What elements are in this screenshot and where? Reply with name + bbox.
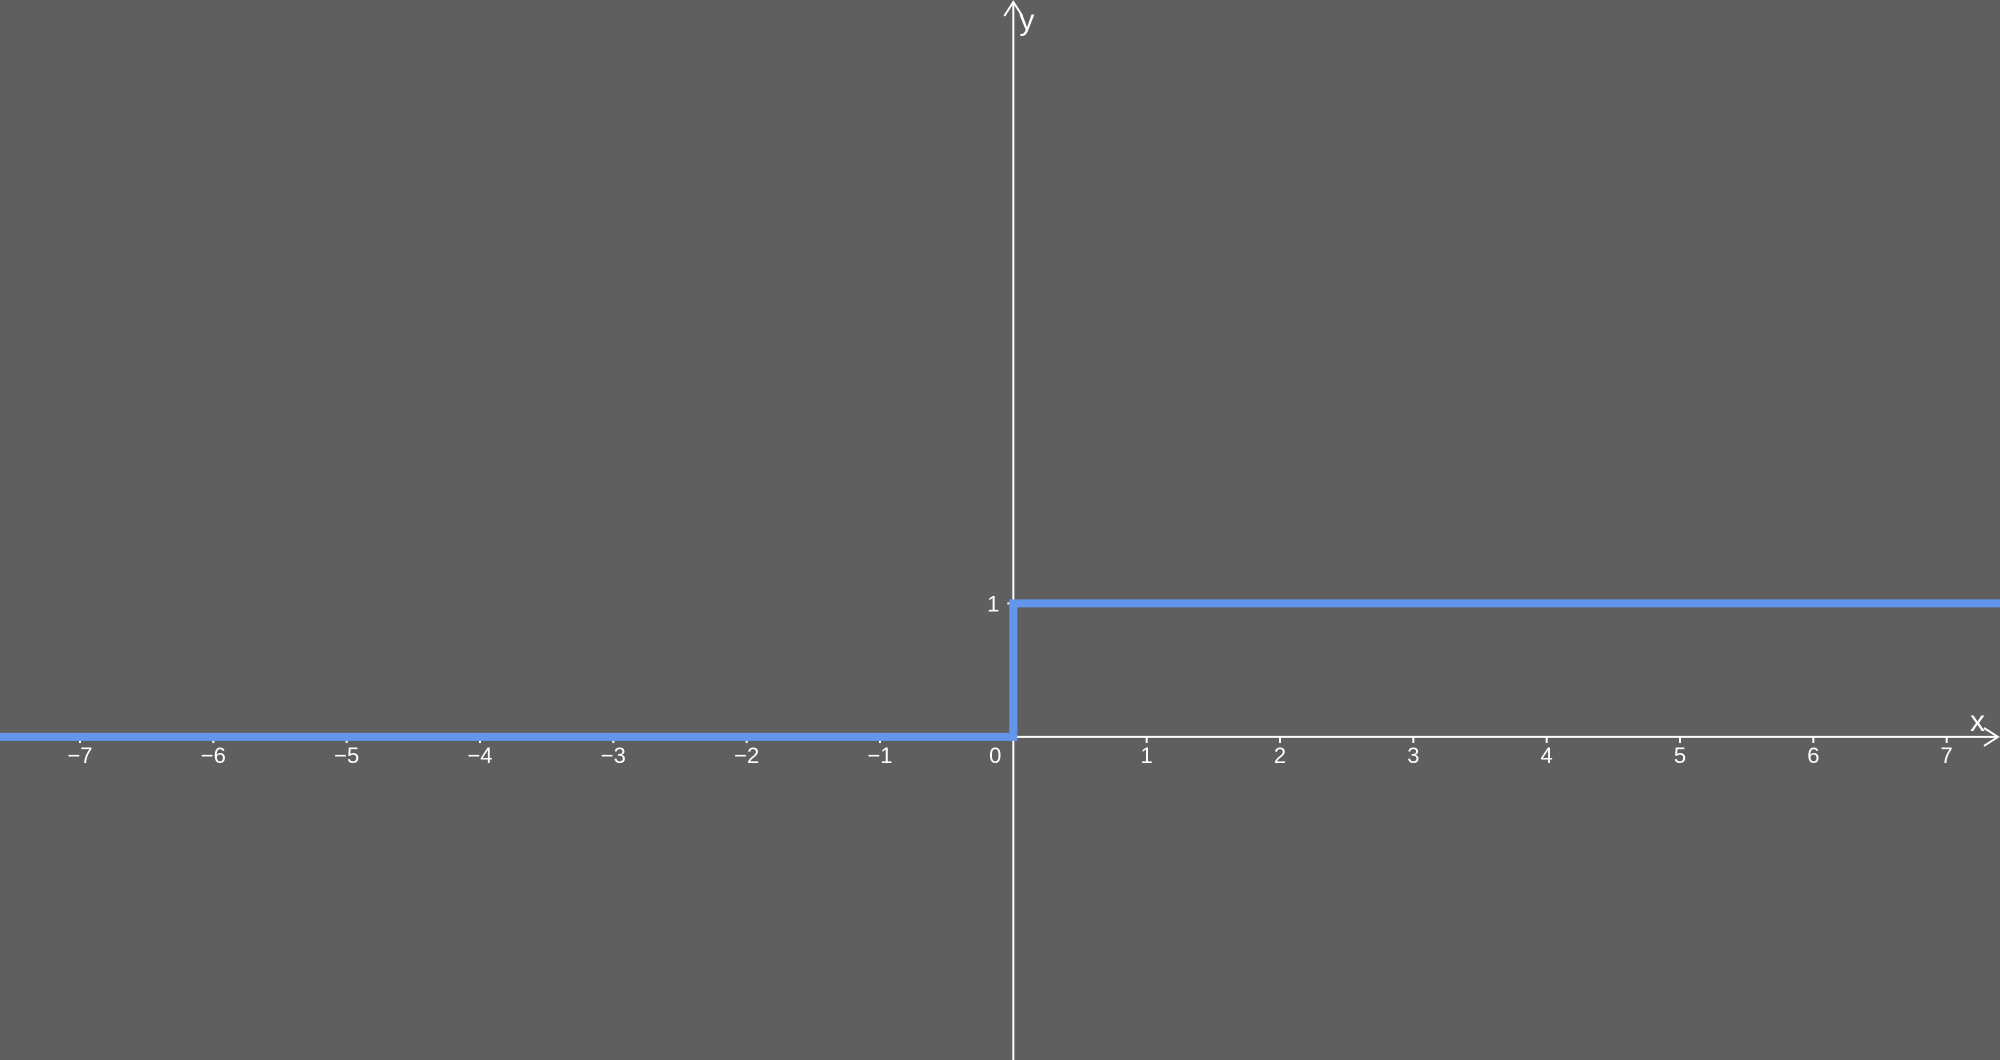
- x-tick-label: 6: [1807, 743, 1819, 768]
- x-tick-label: −1: [867, 743, 892, 768]
- x-tick-label: 7: [1941, 743, 1953, 768]
- x-tick-label: 1: [1141, 743, 1153, 768]
- x-ticks: −7 −6 −5 −4 −3 −2 −1 1 2 3 4 5 6 7: [67, 736, 1953, 768]
- x-tick-label: −3: [601, 743, 626, 768]
- x-axis-label: x: [1970, 705, 1985, 738]
- x-tick-label: 5: [1674, 743, 1686, 768]
- step-function-line: [0, 599, 2000, 741]
- y-tick-label: 1: [987, 591, 999, 616]
- y-axis-label: y: [1019, 4, 1034, 37]
- x-tick-label: −6: [201, 743, 226, 768]
- x-tick-label: −7: [67, 743, 92, 768]
- x-tick-label: 3: [1407, 743, 1419, 768]
- x-tick-label: −2: [734, 743, 759, 768]
- series-layer: [0, 599, 2000, 741]
- x-tick-label: 4: [1541, 743, 1553, 768]
- origin-label: 0: [989, 743, 1001, 768]
- y-axis-arrowhead: [1003, 0, 1024, 17]
- x-tick-label: −4: [467, 743, 492, 768]
- x-axis-arrowhead: [1983, 727, 2000, 747]
- x-tick-label: 2: [1274, 743, 1286, 768]
- x-tick-label: −5: [334, 743, 359, 768]
